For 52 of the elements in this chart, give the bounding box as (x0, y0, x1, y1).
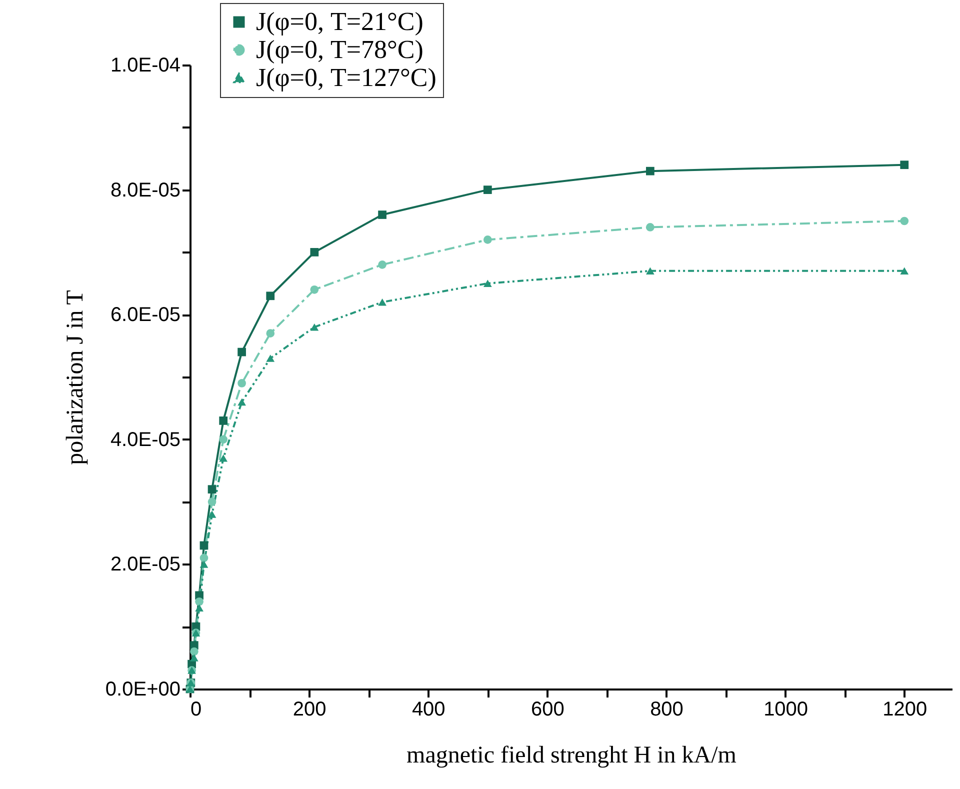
legend-label: J(φ=0, T=21°C) (256, 7, 424, 36)
y-tick-label: 1.0E-04 (110, 54, 180, 76)
x-tick-label: 400 (412, 698, 446, 720)
point (208, 485, 216, 494)
point (208, 510, 216, 518)
point (310, 285, 319, 294)
point (483, 280, 492, 288)
point (900, 216, 909, 226)
x-tick-label: 0 (190, 698, 202, 720)
point (310, 323, 319, 331)
legend-label: J(φ=0, T=78°C) (256, 35, 424, 64)
x-tick-label: 600 (531, 698, 564, 720)
point (219, 454, 228, 462)
point (190, 647, 198, 656)
point (195, 597, 204, 606)
point (208, 498, 216, 506)
point (238, 379, 246, 388)
y-tick-label: 2.0E-05 (110, 554, 180, 576)
y-tick-label: 4.0E-05 (110, 428, 180, 451)
point (483, 186, 492, 194)
point (646, 166, 654, 176)
point (200, 541, 208, 550)
point (195, 604, 204, 612)
point (646, 223, 654, 232)
x-tick-label: 1000 (764, 698, 808, 720)
point (310, 248, 319, 256)
point (900, 267, 909, 275)
legend-label: J(φ=0, T=127°C) (256, 63, 436, 92)
point (266, 292, 275, 300)
point (900, 160, 909, 170)
y-tick-label: 6.0E-05 (110, 304, 180, 326)
point (200, 560, 208, 568)
y-axis-title: polarization J in T (62, 290, 88, 465)
point (200, 554, 208, 562)
point (378, 260, 386, 269)
x-tick-label: 800 (650, 698, 684, 720)
point (219, 416, 228, 425)
point (238, 348, 246, 356)
point (190, 654, 198, 662)
point (219, 435, 228, 444)
point (378, 210, 386, 219)
y-tick-label: 0.0E+00 (105, 678, 180, 700)
x-axis-title: magnetic field strenght H in kA/m (406, 742, 737, 768)
point (483, 236, 492, 244)
x-tick-label: 200 (292, 698, 326, 720)
x-tick-label: 1200 (882, 698, 928, 720)
point (378, 298, 386, 306)
point (266, 354, 275, 362)
point (646, 267, 654, 275)
point (238, 398, 246, 406)
y-tick-label: 8.0E-05 (110, 179, 180, 202)
point (266, 329, 275, 338)
